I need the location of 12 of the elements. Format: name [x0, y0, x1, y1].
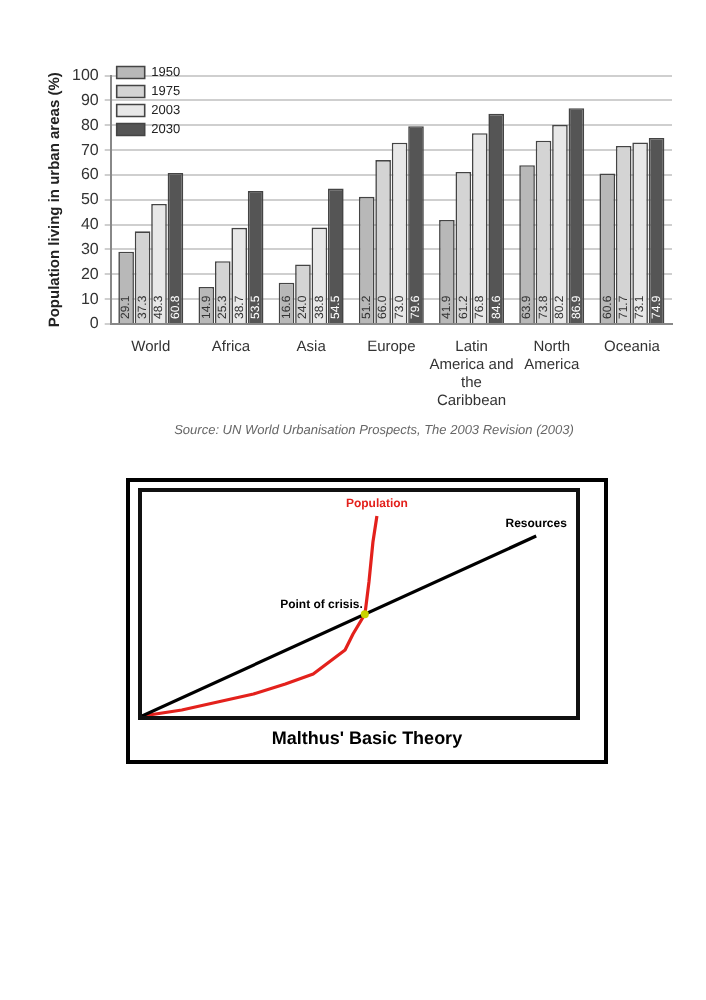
y-tick-label: 70: [80, 140, 100, 159]
y-tick-label: 80: [80, 115, 100, 134]
y-tick-label: 30: [80, 239, 100, 258]
y-tick-label: 90: [80, 90, 100, 109]
y-tick-label: 100: [71, 66, 100, 85]
y-tick-label: 40: [80, 215, 100, 234]
y-tick-label: 50: [80, 190, 100, 209]
y-tick-label: 60: [80, 165, 100, 184]
y-tick-label: 0: [89, 314, 100, 333]
y-tick-label: 10: [80, 289, 100, 308]
text: Malthus' Basic Theory: [269, 728, 465, 748]
y-tick-label: 20: [80, 264, 100, 283]
